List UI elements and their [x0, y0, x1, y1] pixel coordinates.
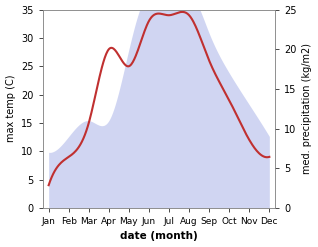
Y-axis label: med. precipitation (kg/m2): med. precipitation (kg/m2) — [302, 43, 313, 174]
Y-axis label: max temp (C): max temp (C) — [5, 75, 16, 143]
X-axis label: date (month): date (month) — [120, 231, 198, 242]
